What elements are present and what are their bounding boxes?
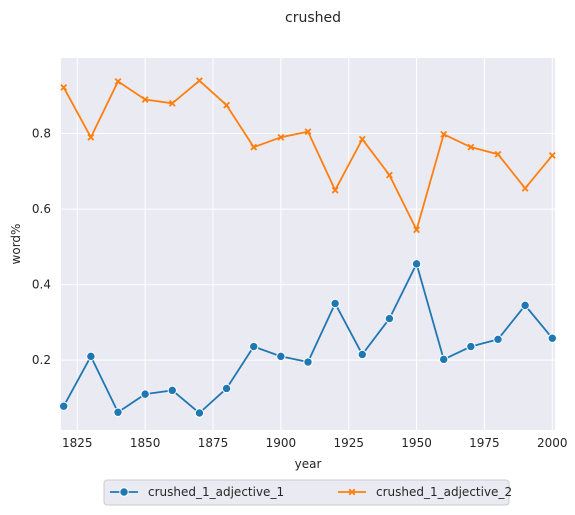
legend-item: crushed_1_adjective_2: [338, 485, 512, 499]
x-tick-label: 1950: [401, 436, 432, 450]
y-tick-label: 0.8: [32, 127, 51, 141]
data-point: [87, 133, 95, 141]
data-point: [358, 135, 366, 143]
y-axis: 0.2 0.4 0.6 0.8: [32, 127, 51, 368]
y-tick-label: 0.6: [32, 202, 51, 216]
x-tick-label: 1900: [266, 436, 297, 450]
legend-box: [103, 479, 510, 506]
data-point: [113, 407, 123, 417]
legend-item: crushed_1_adjective_1: [110, 485, 284, 499]
data-point: [385, 171, 393, 179]
data-point: [521, 184, 529, 192]
data-point: [466, 341, 476, 352]
series-2: [60, 77, 556, 234]
data-point: [276, 351, 286, 362]
plot-area: [61, 58, 555, 430]
data-point: [141, 96, 149, 103]
data-point: [547, 333, 557, 343]
data-point: [520, 300, 530, 311]
x-tick-label: 2000: [537, 436, 568, 450]
data-point: [140, 389, 150, 399]
legend-label: crushed_1_adjective_2: [376, 485, 512, 499]
data-point: [493, 334, 503, 345]
data-point: [413, 226, 421, 234]
data-point: [60, 84, 68, 91]
data-point: [223, 101, 231, 109]
series-1: [59, 259, 557, 418]
data-point: [277, 133, 285, 141]
data-point: [439, 354, 449, 365]
legend-marker: [348, 488, 356, 496]
data-point: [86, 351, 96, 362]
data-point: [303, 357, 313, 367]
data-point: [114, 77, 122, 85]
data-point: [467, 143, 475, 151]
x-tick-label: 1825: [62, 436, 93, 450]
series-layer: [59, 77, 557, 418]
x-tick-label: 1875: [198, 436, 229, 450]
data-point: [331, 186, 339, 194]
data-point: [195, 77, 203, 85]
data-point: [250, 143, 258, 151]
data-point: [194, 408, 205, 418]
legend-marker: [119, 487, 129, 497]
data-point: [440, 130, 448, 138]
x-tick-label: 1850: [130, 436, 161, 450]
data-point: [304, 128, 312, 136]
data-point: [411, 259, 422, 269]
data-point: [384, 313, 395, 324]
legend-label: crushed_1_adjective_1: [148, 485, 284, 499]
data-point: [357, 349, 367, 360]
x-axis: 1825 1850 1875 1900 1925 1950 1975 2000: [62, 436, 568, 450]
data-point: [59, 401, 69, 411]
data-point: [167, 385, 177, 396]
data-point: [330, 298, 340, 309]
x-tick-label: 1925: [333, 436, 364, 450]
x-axis-title: year: [295, 457, 322, 471]
data-point: [548, 152, 556, 159]
x-tick-label: 1975: [469, 436, 500, 450]
data-point: [494, 150, 502, 158]
data-point: [221, 383, 232, 394]
y-tick-label: 0.4: [32, 278, 51, 292]
chart-title: crushed: [285, 10, 341, 26]
data-point: [249, 341, 259, 352]
y-axis-title: word%: [9, 224, 23, 265]
legend: crushed_1_adjective_1 crushed_1_adjective…: [103, 479, 512, 506]
y-tick-label: 0.2: [32, 353, 51, 367]
data-point: [168, 99, 176, 107]
